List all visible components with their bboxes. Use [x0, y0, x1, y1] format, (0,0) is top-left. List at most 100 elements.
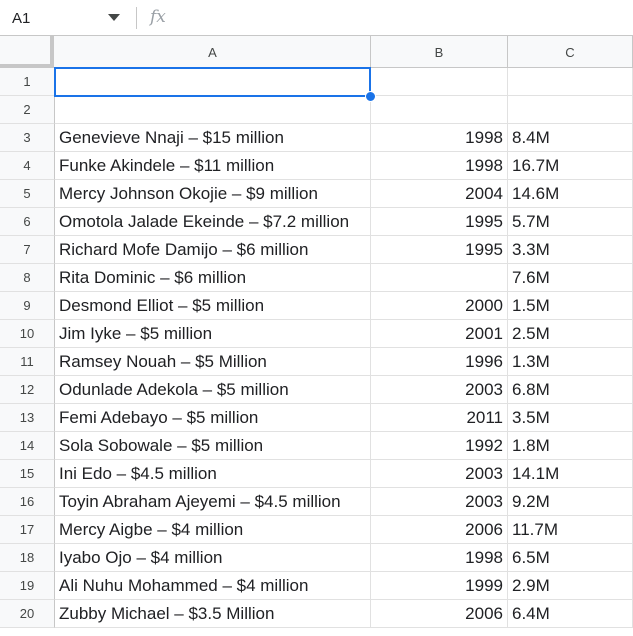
cell-a5[interactable]: Mercy Johnson Okojie – $9 million — [55, 180, 371, 208]
cell-a16[interactable]: Toyin Abraham Ajeyemi – $4.5 million — [55, 488, 371, 516]
column-header-a[interactable]: A — [55, 36, 371, 68]
table-row: Omotola Jalade Ekeinde – $7.2 million 199… — [55, 208, 633, 236]
table-row: Mercy Aigbe – $4 million 2006 11.7M — [55, 516, 633, 544]
table-row: Mercy Johnson Okojie – $9 million 2004 14.… — [55, 180, 633, 208]
cell-c7[interactable]: 3.3M — [508, 236, 633, 264]
cell-c3[interactable]: 8.4M — [508, 124, 633, 152]
row-header[interactable]: 17 — [0, 516, 55, 544]
row-header[interactable]: 19 — [0, 572, 55, 600]
row-header[interactable]: 8 — [0, 264, 55, 292]
row-header[interactable]: 18 — [0, 544, 55, 572]
select-all-corner[interactable] — [0, 36, 54, 68]
name-box[interactable]: A1 — [0, 0, 130, 36]
cell-b3[interactable]: 1998 — [371, 124, 508, 152]
row-header[interactable]: 2 — [0, 96, 55, 124]
divider — [136, 7, 137, 29]
row-header[interactable]: 11 — [0, 348, 55, 376]
cell-b7[interactable]: 1995 — [371, 236, 508, 264]
cell-b1[interactable] — [371, 68, 508, 96]
spreadsheet-grid: A B C 1 2 3 4 5 6 7 8 9 10 11 12 13 14 15 16 17 18 19 20 Ge… — [0, 36, 633, 636]
cell-c18[interactable]: 6.5M — [508, 544, 633, 572]
cell-a10[interactable]: Jim Iyke – $5 million — [55, 320, 371, 348]
column-headers: A B C — [0, 36, 633, 68]
cell-b16[interactable]: 2003 — [371, 488, 508, 516]
row-header[interactable]: 1 — [0, 68, 55, 96]
formula-input[interactable] — [180, 0, 633, 36]
cell-a11[interactable]: Ramsey Nouah – $5 Million — [55, 348, 371, 376]
cell-a3[interactable]: Genevieve Nnaji – $15 million — [55, 124, 371, 152]
cell-b9[interactable]: 2000 — [371, 292, 508, 320]
table-row — [55, 96, 633, 124]
cell-b20[interactable]: 2006 — [371, 600, 508, 628]
row-header[interactable]: 15 — [0, 460, 55, 488]
cell-c16[interactable]: 9.2M — [508, 488, 633, 516]
cell-c4[interactable]: 16.7M — [508, 152, 633, 180]
table-row: Zubby Michael – $3.5 Million 2006 6.4M — [55, 600, 633, 628]
cell-c2[interactable] — [508, 96, 633, 124]
cell-c17[interactable]: 11.7M — [508, 516, 633, 544]
cell-b13[interactable]: 2011 — [371, 404, 508, 432]
table-row: Funke Akindele – $11 million 1998 16.7M — [55, 152, 633, 180]
cell-c14[interactable]: 1.8M — [508, 432, 633, 460]
column-header-c[interactable]: C — [508, 36, 633, 68]
chevron-down-icon[interactable] — [108, 14, 120, 21]
cell-a14[interactable]: Sola Sobowale – $5 million — [55, 432, 371, 460]
row-header[interactable]: 20 — [0, 600, 55, 628]
table-row: Toyin Abraham Ajeyemi – $4.5 million 2003… — [55, 488, 633, 516]
cell-a17[interactable]: Mercy Aigbe – $4 million — [55, 516, 371, 544]
cell-a6[interactable]: Omotola Jalade Ekeinde – $7.2 million — [55, 208, 371, 236]
cell-c11[interactable]: 1.3M — [508, 348, 633, 376]
cell-c19[interactable]: 2.9M — [508, 572, 633, 600]
table-row: Desmond Elliot – $5 million 2000 1.5M — [55, 292, 633, 320]
cell-b15[interactable]: 2003 — [371, 460, 508, 488]
row-header[interactable]: 10 — [0, 320, 55, 348]
row-header[interactable]: 5 — [0, 180, 55, 208]
row-header[interactable]: 3 — [0, 124, 55, 152]
cell-b10[interactable]: 2001 — [371, 320, 508, 348]
cell-c10[interactable]: 2.5M — [508, 320, 633, 348]
cell-c13[interactable]: 3.5M — [508, 404, 633, 432]
cell-c6[interactable]: 5.7M — [508, 208, 633, 236]
cell-b17[interactable]: 2006 — [371, 516, 508, 544]
cell-a15[interactable]: Ini Edo – $4.5 million — [55, 460, 371, 488]
cell-b14[interactable]: 1992 — [371, 432, 508, 460]
row-header[interactable]: 12 — [0, 376, 55, 404]
cell-c1[interactable] — [508, 68, 633, 96]
cell-c20[interactable]: 6.4M — [508, 600, 633, 628]
cell-a2[interactable] — [55, 96, 371, 124]
cell-a12[interactable]: Odunlade Adekola – $5 million — [55, 376, 371, 404]
cell-b5[interactable]: 2004 — [371, 180, 508, 208]
column-header-b[interactable]: B — [371, 36, 508, 68]
cell-b4[interactable]: 1998 — [371, 152, 508, 180]
cell-a20[interactable]: Zubby Michael – $3.5 Million — [55, 600, 371, 628]
row-header[interactable]: 16 — [0, 488, 55, 516]
row-header[interactable]: 14 — [0, 432, 55, 460]
row-header[interactable]: 6 — [0, 208, 55, 236]
cell-a1[interactable] — [55, 68, 371, 96]
cell-c9[interactable]: 1.5M — [508, 292, 633, 320]
cell-b8[interactable] — [371, 264, 508, 292]
cell-b12[interactable]: 2003 — [371, 376, 508, 404]
cell-c15[interactable]: 14.1M — [508, 460, 633, 488]
cell-c12[interactable]: 6.8M — [508, 376, 633, 404]
cell-c5[interactable]: 14.6M — [508, 180, 633, 208]
cell-b19[interactable]: 1999 — [371, 572, 508, 600]
cell-b11[interactable]: 1996 — [371, 348, 508, 376]
row-header[interactable]: 7 — [0, 236, 55, 264]
cell-a4[interactable]: Funke Akindele – $11 million — [55, 152, 371, 180]
table-row: Rita Dominic – $6 million 7.6M — [55, 264, 633, 292]
cell-a7[interactable]: Richard Mofe Damijo – $6 million — [55, 236, 371, 264]
row-header[interactable]: 13 — [0, 404, 55, 432]
cell-a9[interactable]: Desmond Elliot – $5 million — [55, 292, 371, 320]
cell-b2[interactable] — [371, 96, 508, 124]
cell-a19[interactable]: Ali Nuhu Mohammed – $4 million — [55, 572, 371, 600]
row-header[interactable]: 4 — [0, 152, 55, 180]
cell-b18[interactable]: 1998 — [371, 544, 508, 572]
cell-a18[interactable]: Iyabo Ojo – $4 million — [55, 544, 371, 572]
cell-b6[interactable]: 1995 — [371, 208, 508, 236]
row-header[interactable]: 9 — [0, 292, 55, 320]
cell-c8[interactable]: 7.6M — [508, 264, 633, 292]
cell-a8[interactable]: Rita Dominic – $6 million — [55, 264, 371, 292]
cell-a13[interactable]: Femi Adebayo – $5 million — [55, 404, 371, 432]
fill-handle[interactable] — [365, 91, 376, 102]
